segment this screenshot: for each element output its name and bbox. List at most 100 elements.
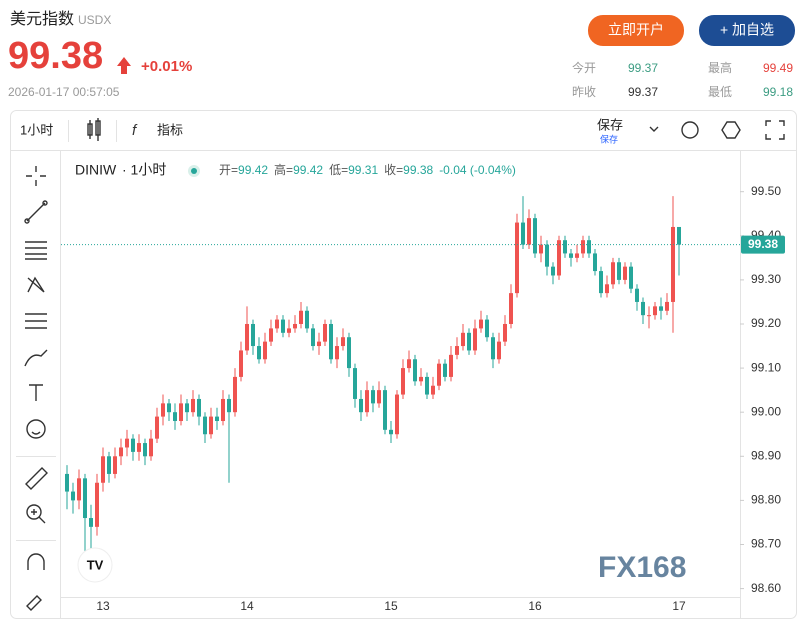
code: USDX [78,13,111,27]
candle-body [113,456,117,474]
indicators-button[interactable]: 指标 [157,122,183,137]
stat-label: 最低 [708,85,732,99]
candle-body [299,310,303,324]
candle-body [587,240,591,254]
candle-body [305,310,309,329]
stat-value: 99.37 [628,61,658,75]
candle-body [401,368,405,395]
candle-body [269,328,273,342]
candle-body [347,337,351,369]
candle-body [425,376,429,395]
candle-body [353,368,357,399]
y-tick-label: 98.80 [751,493,781,507]
candle-body [95,482,99,527]
candle-body [443,363,447,377]
candle-body [203,416,207,435]
candle-body [377,390,381,404]
settings-icon[interactable] [721,121,741,139]
y-tick-label: 98.70 [751,537,781,551]
candle-body [407,359,411,369]
legend-value: 99.31 [348,163,378,177]
candle-body [575,253,579,258]
save-button[interactable]: 保存 [597,117,623,132]
x-tick-label: 15 [384,599,398,613]
candle-body [281,319,285,333]
fx-icon[interactable]: f [132,122,138,139]
candle-body [77,478,81,501]
candle-body [263,341,267,360]
candle-body [329,323,333,360]
up-arrow [117,57,131,74]
candle-body [635,288,639,302]
candle-body [137,443,141,452]
save-menu[interactable] [649,126,659,132]
candle-body [311,328,315,347]
candle-body [233,376,237,413]
y-tick-label: 99.20 [751,316,781,330]
candle-body [119,447,123,457]
candle-body [473,328,477,351]
candle-body [461,332,465,347]
alert-icon[interactable] [681,121,699,139]
candle-body [341,337,345,347]
candle-body [197,398,201,417]
candle-type-button[interactable] [87,118,101,141]
candle-body [245,323,249,351]
candle-body [527,218,531,245]
candle-body [185,403,189,413]
candle-body [671,226,675,302]
candle-body [491,337,495,360]
candle-body [65,473,69,492]
candle-body [101,456,105,483]
x-tick-label: 14 [240,599,254,613]
candle-body [599,271,603,294]
candle-body [293,323,297,329]
add-watch-label[interactable]: + 加自选 [720,22,774,38]
candle-body [173,412,177,422]
candle-body [287,328,291,333]
candle-body [437,363,441,386]
candle-body [665,301,669,311]
candle-body [545,244,549,267]
candle-body [221,398,225,422]
candle-body [605,284,609,294]
candle-body [581,240,585,254]
open-account-label[interactable]: 立即开户 [608,22,664,38]
legend-items: 开= 99.42 高= 99.42 低= 99.31 收= 99.38 -0.04 (-0.04… [219,162,516,177]
y-tick-label: 99.50 [751,184,781,198]
candle-body [365,390,369,413]
candle-body [569,253,573,258]
candle-body [257,346,261,360]
fullscreen-icon[interactable] [765,120,785,140]
stat-label: 最高 [708,60,732,75]
drawing-tools[interactable] [24,166,48,611]
candle-body [89,518,93,527]
add-watch-button[interactable] [699,15,795,46]
candle-body [359,398,363,413]
interval-button[interactable]: 1小时 [20,122,53,137]
open-account-button[interactable] [588,15,684,46]
status-dot-core [191,168,197,174]
legend-label: 低= [329,163,348,177]
candle-body [455,346,459,355]
save-sub[interactable]: 保存 [600,133,618,144]
candle-body [371,390,375,404]
legend-interval: · 1小时 [122,162,166,178]
candle-body [551,266,555,276]
candle-body [167,403,171,413]
tv-logo-text: TV [87,557,104,572]
price-tag-label: 99.38 [748,237,778,251]
candle-body [83,478,87,519]
candle-body [677,226,681,245]
legend-label: 开= [219,163,238,177]
y-tick-label: 99.00 [751,404,781,418]
price: 99.38 [8,35,103,77]
candle-body [215,416,219,422]
candle-body [191,398,195,413]
candle-body [503,323,507,342]
candle-body [653,306,657,316]
candle-body [239,350,243,377]
y-tick-label: 98.60 [751,581,781,595]
legend-value: 99.42 [293,163,323,177]
